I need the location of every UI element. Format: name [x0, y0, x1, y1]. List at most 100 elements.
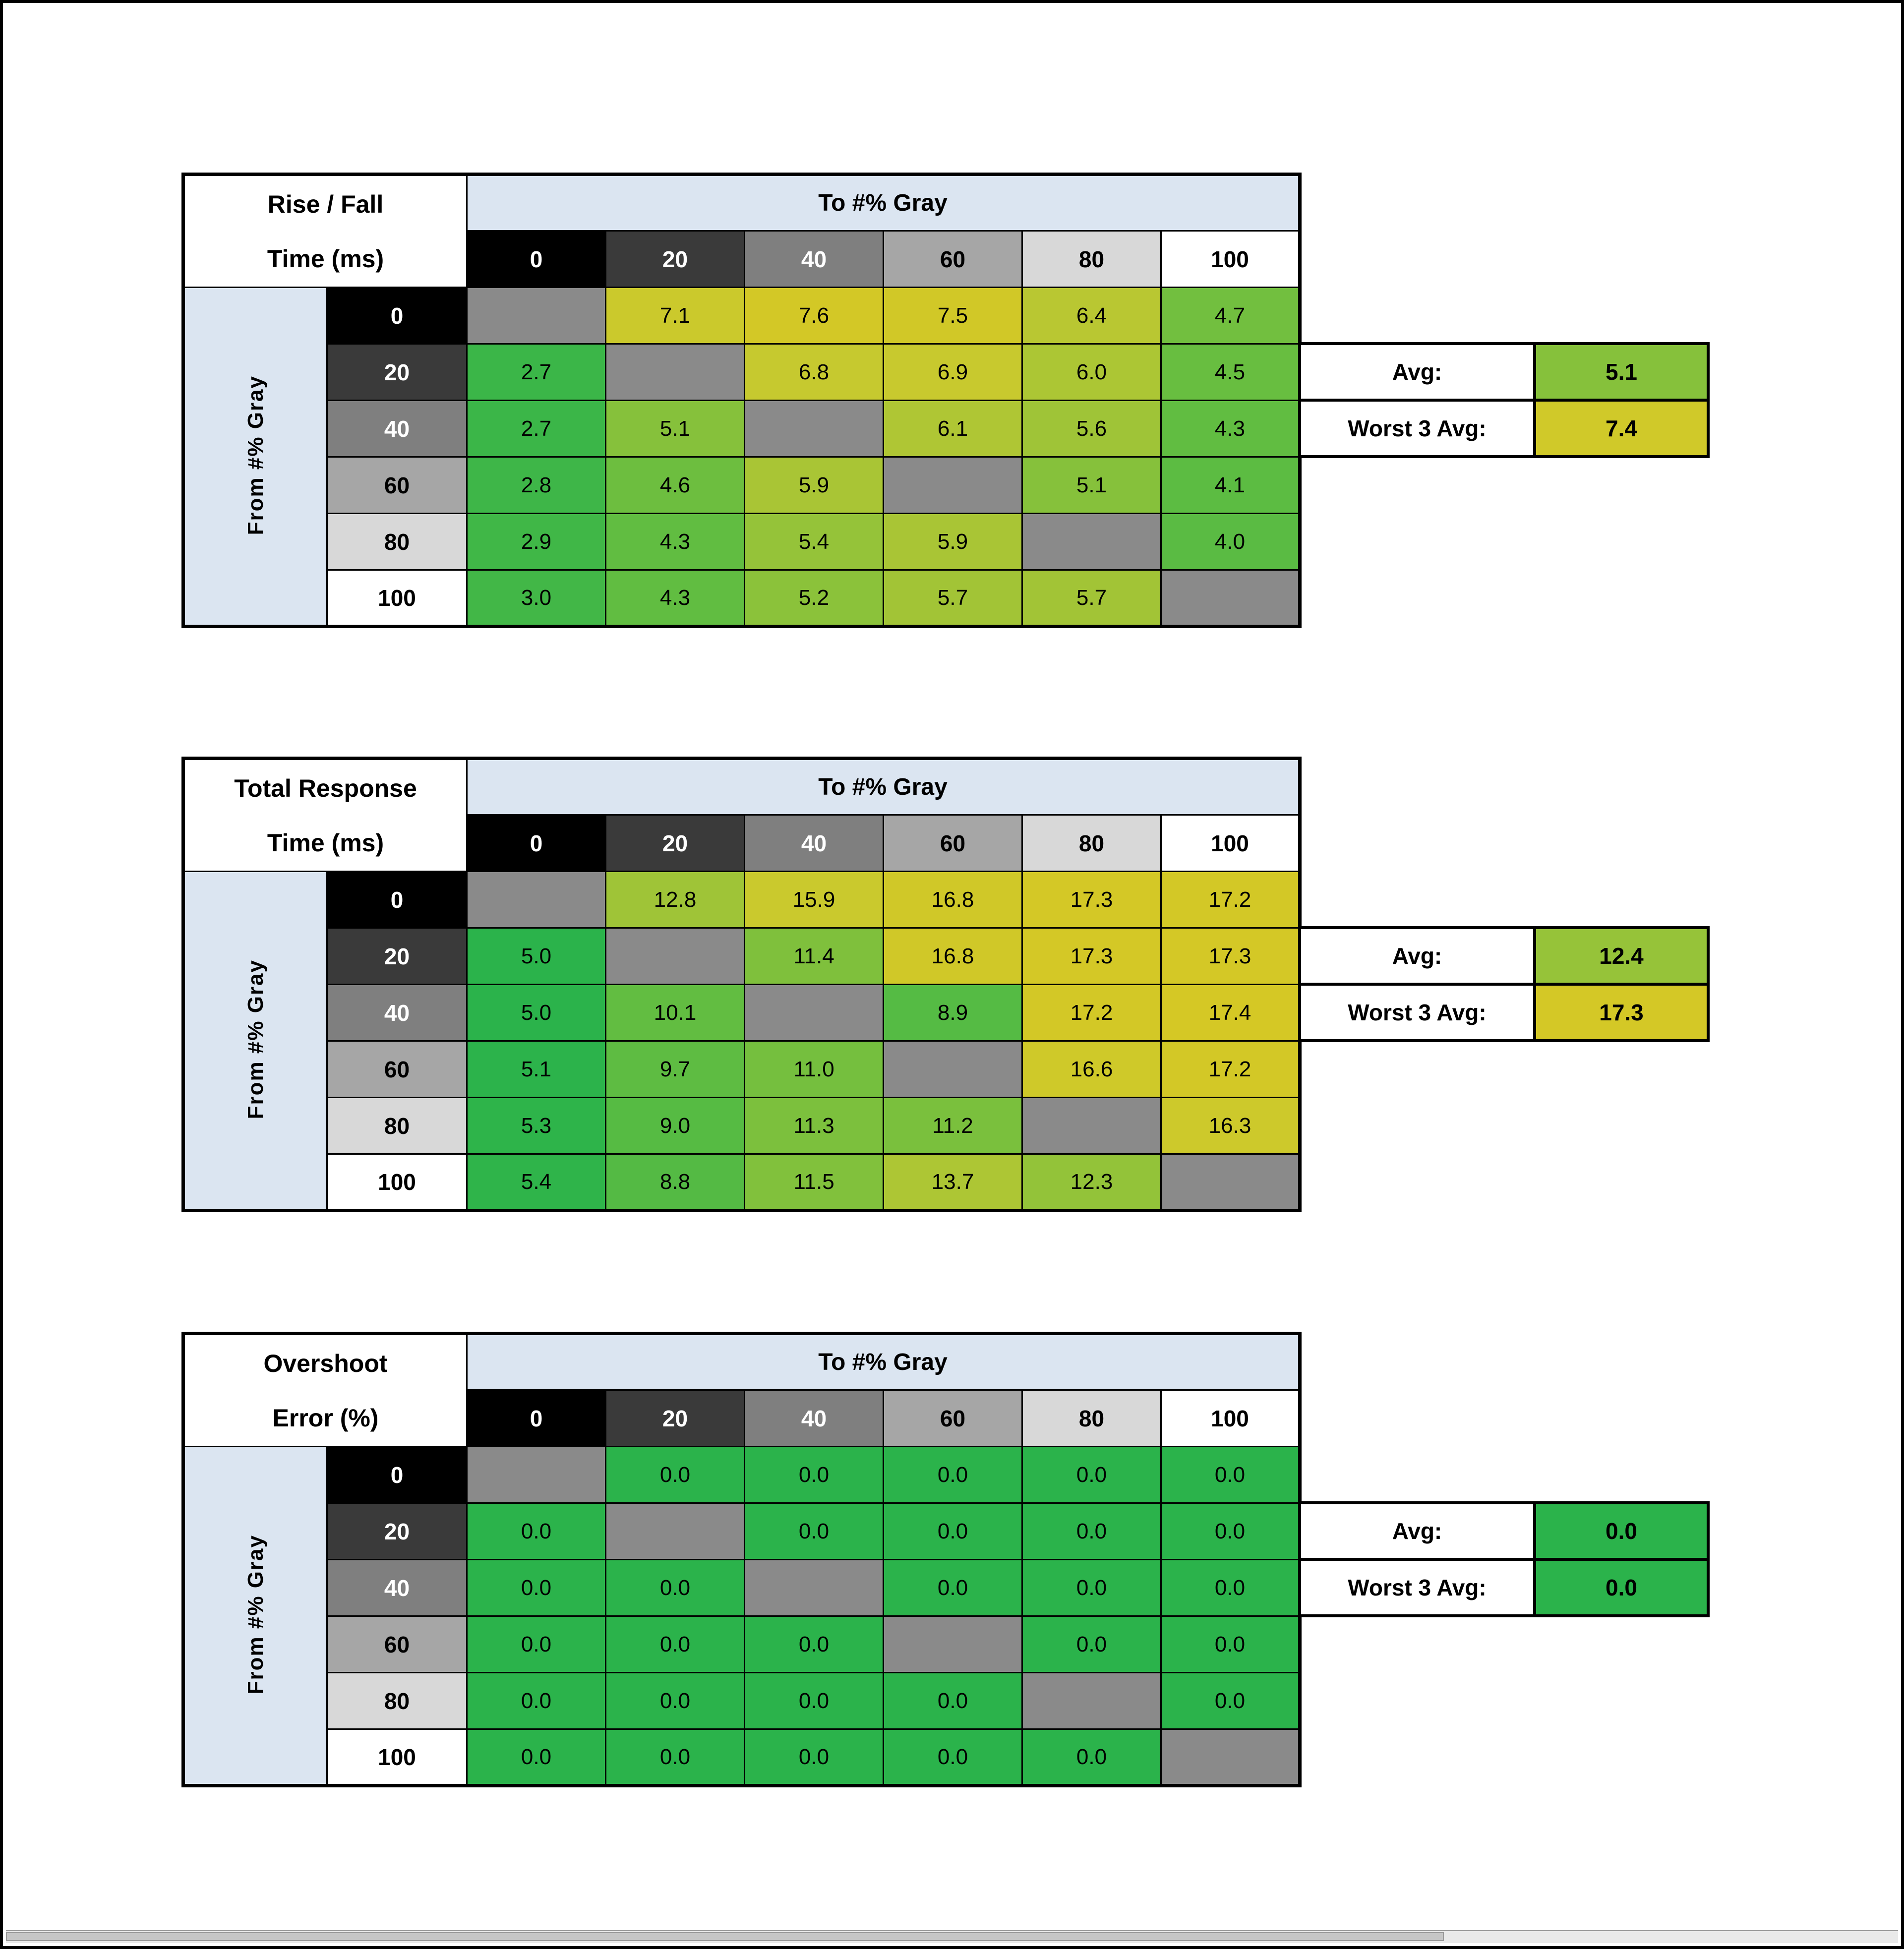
row-header-100: 100 — [326, 1728, 468, 1786]
value-cell: 6.9 — [883, 343, 1023, 401]
column-header-0: 0 — [466, 230, 606, 288]
value-cell: 4.3 — [605, 513, 745, 571]
value-cell: 2.8 — [466, 456, 606, 514]
value-cell: 5.1 — [605, 400, 745, 458]
value-cell: 9.0 — [605, 1097, 745, 1155]
value-cell: 0.0 — [605, 1446, 745, 1504]
diagonal-cell — [1160, 569, 1301, 627]
value-cell: 0.0 — [1160, 1502, 1301, 1560]
value-cell: 11.4 — [744, 927, 884, 985]
value-cell: 5.1 — [466, 1040, 606, 1098]
worst3-avg-value: 0.0 — [1533, 1558, 1710, 1617]
row-header-40: 40 — [326, 984, 468, 1042]
value-cell: 8.9 — [883, 984, 1023, 1042]
diagonal-cell — [1021, 513, 1162, 571]
value-cell: 0.0 — [466, 1615, 606, 1673]
value-cell: 0.0 — [1021, 1559, 1162, 1617]
value-cell: 5.7 — [1021, 569, 1162, 627]
x-axis-header: To #% Gray — [466, 758, 1301, 816]
value-cell: 6.4 — [1021, 287, 1162, 345]
avg-value: 12.4 — [1533, 926, 1710, 986]
value-cell: 4.6 — [605, 456, 745, 514]
value-cell: 9.7 — [605, 1040, 745, 1098]
y-axis-label: From #% Gray — [243, 375, 268, 535]
row-header-100: 100 — [326, 1153, 468, 1211]
value-cell: 0.0 — [744, 1502, 884, 1560]
value-cell: 0.0 — [883, 1559, 1023, 1617]
value-cell: 11.2 — [883, 1097, 1023, 1155]
value-cell: 17.3 — [1021, 871, 1162, 929]
worst3-avg-value: 17.3 — [1533, 983, 1710, 1042]
row-header-0: 0 — [326, 287, 468, 345]
value-cell: 16.8 — [883, 871, 1023, 929]
row-header-0: 0 — [326, 1446, 468, 1504]
column-header-20: 20 — [605, 230, 745, 288]
value-cell: 0.0 — [883, 1672, 1023, 1730]
value-cell: 0.0 — [1021, 1446, 1162, 1504]
x-axis-header: To #% Gray — [466, 174, 1301, 232]
value-cell: 0.0 — [1160, 1615, 1301, 1673]
value-cell: 16.8 — [883, 927, 1023, 985]
worst3-avg-value: 7.4 — [1533, 399, 1710, 458]
summary-box-1: Avg: 12.4 Worst 3 Avg: 17.3 — [1298, 926, 1710, 1042]
column-header-100: 100 — [1160, 1389, 1301, 1447]
value-cell: 0.0 — [1160, 1446, 1301, 1504]
value-cell: 4.3 — [1160, 400, 1301, 458]
y-axis-label: From #% Gray — [243, 959, 268, 1120]
row-header-80: 80 — [326, 513, 468, 571]
diagonal-cell — [744, 1559, 884, 1617]
value-cell: 6.0 — [1021, 343, 1162, 401]
value-cell: 7.1 — [605, 287, 745, 345]
horizontal-scrollbar[interactable] — [6, 1930, 1898, 1943]
value-cell: 11.5 — [744, 1153, 884, 1211]
table-title: Total Response Time (ms) — [182, 758, 468, 872]
value-cell: 0.0 — [605, 1559, 745, 1617]
summary-box-0: Avg: 5.1 Worst 3 Avg: 7.4 — [1298, 342, 1710, 458]
value-cell: 0.0 — [744, 1615, 884, 1673]
value-cell: 5.9 — [883, 513, 1023, 571]
diagonal-cell — [1021, 1672, 1162, 1730]
column-header-0: 0 — [466, 814, 606, 872]
table-title: Rise / Fall Time (ms) — [182, 174, 468, 288]
column-header-80: 80 — [1021, 814, 1162, 872]
worst3-avg-label: Worst 3 Avg: — [1298, 983, 1536, 1042]
value-cell: 0.0 — [466, 1672, 606, 1730]
value-cell: 0.0 — [466, 1728, 606, 1786]
value-cell: 5.7 — [883, 569, 1023, 627]
value-cell: 0.0 — [744, 1728, 884, 1786]
value-cell: 4.0 — [1160, 513, 1301, 571]
value-cell: 5.2 — [744, 569, 884, 627]
value-cell: 4.7 — [1160, 287, 1301, 345]
avg-label: Avg: — [1298, 342, 1536, 402]
value-cell: 2.9 — [466, 513, 606, 571]
column-header-20: 20 — [605, 1389, 745, 1447]
column-header-80: 80 — [1021, 230, 1162, 288]
table-title-line1: Overshoot — [263, 1349, 388, 1377]
column-header-0: 0 — [466, 1389, 606, 1447]
scrollbar-thumb[interactable] — [6, 1932, 1444, 1941]
column-header-100: 100 — [1160, 230, 1301, 288]
value-cell: 0.0 — [605, 1672, 745, 1730]
y-axis-header: From #% Gray — [182, 1446, 328, 1786]
table-title-line2: Time (ms) — [267, 244, 384, 273]
avg-value: 5.1 — [1533, 342, 1710, 402]
value-cell: 0.0 — [466, 1559, 606, 1617]
value-cell: 16.6 — [1021, 1040, 1162, 1098]
column-header-40: 40 — [744, 230, 884, 288]
row-header-80: 80 — [326, 1672, 468, 1730]
avg-label: Avg: — [1298, 1501, 1536, 1561]
value-cell: 0.0 — [744, 1672, 884, 1730]
row-header-100: 100 — [326, 569, 468, 627]
diagonal-cell — [1160, 1153, 1301, 1211]
value-cell: 5.1 — [1021, 456, 1162, 514]
value-cell: 15.9 — [744, 871, 884, 929]
value-cell: 10.1 — [605, 984, 745, 1042]
y-axis-header: From #% Gray — [182, 287, 328, 627]
column-header-20: 20 — [605, 814, 745, 872]
value-cell: 17.2 — [1021, 984, 1162, 1042]
diagonal-cell — [466, 1446, 606, 1504]
x-axis-header: To #% Gray — [466, 1333, 1301, 1391]
value-cell: 17.3 — [1160, 927, 1301, 985]
value-cell: 0.0 — [605, 1615, 745, 1673]
